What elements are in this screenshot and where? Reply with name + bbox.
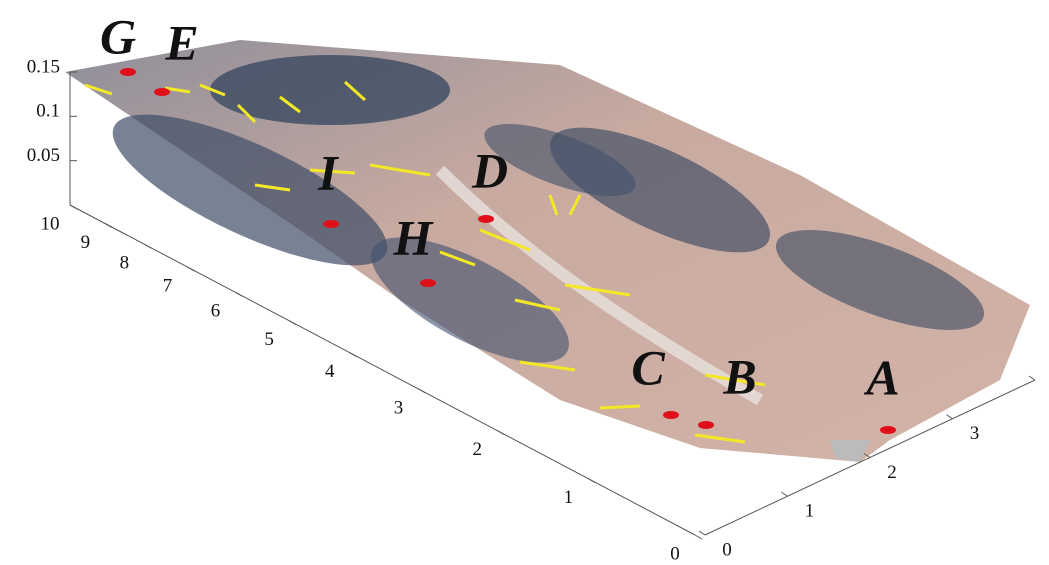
point-label: B [722,348,756,404]
x-tick [105,223,113,229]
z-tick-label: 0.15 [27,56,60,77]
y-tick-label: 0 [722,539,732,560]
x-tick-label: 6 [211,301,221,322]
point-marker [120,68,136,76]
x-tick-label: 9 [81,232,91,253]
point-label: D [471,142,508,198]
point-marker [880,426,896,434]
y-tick [946,414,953,420]
x-tick-label: 0 [670,543,680,564]
x-tick-label: 10 [41,213,60,234]
y-tick [781,491,788,497]
point-marker [154,88,170,96]
point-label: C [631,339,665,395]
x-tick [418,388,426,394]
x-tick-label: 7 [163,275,173,296]
point-marker [478,215,494,223]
x-tick-label: 5 [264,329,274,350]
y-tick [1028,375,1036,381]
x-tick [144,243,152,249]
y-tick-label: 2 [887,462,897,483]
x-tick [235,291,243,297]
x-tick-label: 4 [325,361,335,382]
y-tick [863,453,871,458]
point-label: E [164,14,198,70]
x-tick-label: 8 [120,253,130,274]
point-marker [420,279,436,287]
point-marker [663,411,679,419]
x-tick [694,534,703,540]
vectors [84,80,766,444]
point-marker [698,421,714,429]
x-tick [288,320,297,326]
x-tick-label: 2 [472,439,482,460]
x-tick [588,478,596,484]
x-tick [496,430,505,436]
x-tick-label: 1 [564,487,574,508]
x-tick-label: 3 [394,397,404,418]
z-tick-label: 0.05 [27,145,60,166]
x-tick [69,204,78,210]
terrain [65,40,1030,462]
z-tick-label: 0.1 [36,101,60,122]
point-marker [323,220,339,228]
y-tick-label: 3 [970,423,980,444]
point-label: A [863,349,899,405]
point-label: H [393,209,435,265]
y-tick-label: 1 [805,501,815,522]
y-tick [698,530,706,536]
x-tick [187,266,195,272]
point-label: I [317,144,339,200]
x-tick [349,352,357,358]
point-label: G [100,8,136,64]
